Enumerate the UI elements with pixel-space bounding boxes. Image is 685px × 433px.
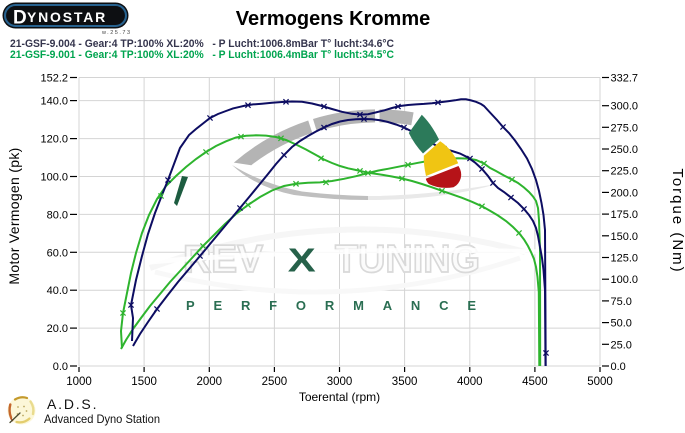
svg-text:0.0: 0.0 — [53, 361, 68, 373]
svg-text:D: D — [13, 8, 27, 29]
svg-text:Vermogens Kromme: Vermogens Kromme — [236, 8, 431, 30]
svg-text:YNOSTAR: YNOSTAR — [27, 9, 107, 25]
svg-text:120.0: 120.0 — [40, 134, 68, 146]
svg-text:Torque (Nm): Torque (Nm) — [669, 168, 685, 273]
svg-text:175.0: 175.0 — [611, 209, 639, 221]
svg-text:125.0: 125.0 — [611, 253, 639, 265]
svg-text:300.0: 300.0 — [611, 101, 639, 113]
svg-text:50.0: 50.0 — [611, 318, 632, 330]
svg-text:60.0: 60.0 — [47, 247, 68, 259]
svg-text:100.0: 100.0 — [40, 172, 68, 184]
svg-text:Motor Vermogen (pk): Motor Vermogen (pk) — [6, 147, 22, 284]
svg-text:0.0: 0.0 — [611, 361, 626, 373]
svg-text:225.0: 225.0 — [611, 166, 639, 178]
svg-text:3000: 3000 — [327, 376, 353, 388]
svg-text:1500: 1500 — [131, 376, 157, 388]
svg-text:Advanced Dyno Station: Advanced Dyno Station — [44, 412, 160, 426]
svg-text:80.0: 80.0 — [47, 209, 68, 221]
svg-text:25.0: 25.0 — [611, 339, 632, 351]
svg-text:250.0: 250.0 — [611, 144, 639, 156]
svg-text:4500: 4500 — [522, 376, 548, 388]
svg-text:275.0: 275.0 — [611, 122, 639, 134]
svg-text:21-GSF-9.004 - Gear:4 TP:100%: 21-GSF-9.004 - Gear:4 TP:100% XL:20% - P… — [10, 38, 394, 50]
svg-text:20.0: 20.0 — [47, 323, 68, 335]
svg-text:40.0: 40.0 — [47, 285, 68, 297]
svg-text:200.0: 200.0 — [611, 187, 639, 199]
svg-text:3500: 3500 — [392, 376, 418, 388]
svg-text:5000: 5000 — [587, 376, 613, 388]
svg-text:152.2: 152.2 — [40, 73, 68, 85]
svg-text:2500: 2500 — [262, 376, 288, 388]
svg-text:150.0: 150.0 — [611, 231, 639, 243]
svg-text:21-GSF-9.001 - Gear:4 TP:100%: 21-GSF-9.001 - Gear:4 TP:100% XL:20% - P… — [10, 49, 394, 61]
svg-text:A.D.S.: A.D.S. — [47, 396, 98, 412]
svg-text:4000: 4000 — [457, 376, 483, 388]
svg-text:75.0: 75.0 — [611, 296, 632, 308]
svg-text:TUNING: TUNING — [335, 238, 480, 281]
svg-text:X: X — [288, 242, 316, 279]
svg-text:140.0: 140.0 — [40, 96, 68, 108]
svg-text:w.25.73: w.25.73 — [101, 30, 130, 36]
svg-text:Toerental (rpm): Toerental (rpm) — [299, 390, 380, 404]
svg-text:100.0: 100.0 — [611, 274, 639, 286]
svg-text:2000: 2000 — [197, 376, 223, 388]
svg-text:332.7: 332.7 — [611, 73, 639, 85]
svg-text:1000: 1000 — [66, 376, 92, 388]
